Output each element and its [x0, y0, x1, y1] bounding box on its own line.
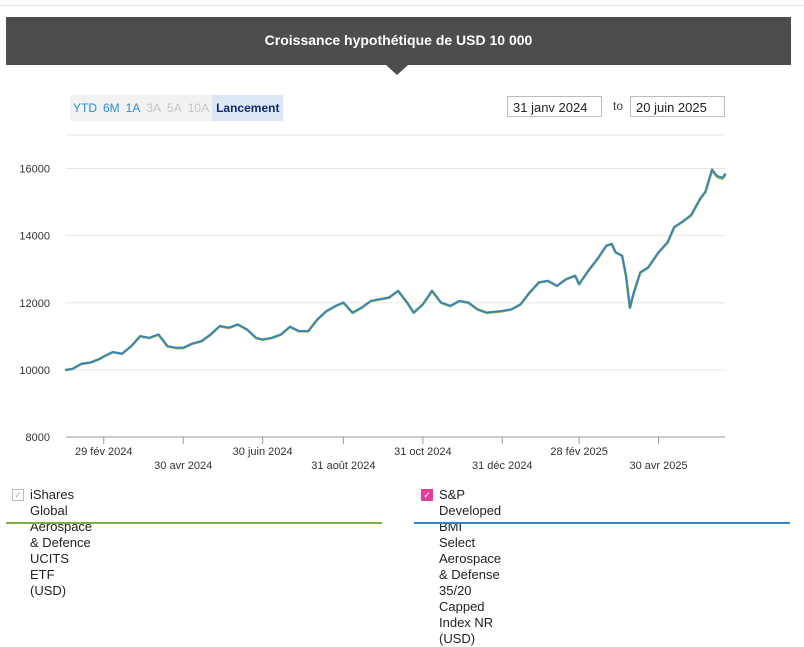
- legend-fund-label-line2: (USD): [30, 583, 67, 598]
- y-tick-label: 8000: [26, 432, 50, 444]
- x-tick-label: 31 oct 2024: [394, 446, 452, 458]
- y-tick-label: 12000: [19, 298, 50, 310]
- legend-fund-label-line1: iShares Global Aerospace & Defence UCITS…: [30, 487, 93, 582]
- chart-grid: [66, 134, 725, 371]
- x-tick-label: 31 déc 2024: [472, 460, 533, 472]
- y-axis-ticks: 8000 10000 12000 14000 16000: [19, 164, 50, 444]
- chart-title-banner: Croissance hypothétique de USD 10 000: [6, 17, 791, 65]
- legend-index-label-line1: S&P Developed BMI Select Aerospace & Def…: [439, 487, 502, 582]
- range-selector: YTD 6M 1A 3A 5A 10A Lancement: [70, 95, 284, 121]
- x-tick-label: 30 juin 2024: [233, 446, 293, 458]
- chart-series: [64, 168, 727, 372]
- x-tick-label: 28 fév 2025: [550, 446, 608, 458]
- range-10a-button[interactable]: 10A: [187, 101, 210, 115]
- x-tick-label: 30 avr 2024: [154, 460, 212, 472]
- start-date-input[interactable]: 31 janv 2024: [507, 96, 602, 117]
- range-ytd-button[interactable]: YTD: [73, 101, 97, 115]
- x-tick-label: 31 août 2024: [311, 460, 375, 472]
- growth-line-chart: 8000 10000 12000 14000 16000 29 fév 2024 30 a…: [19, 134, 727, 472]
- chart-title: Croissance hypothétique de USD 10 000: [264, 32, 533, 48]
- range-1a-button[interactable]: 1A: [125, 101, 141, 115]
- y-tick-label: 16000: [19, 164, 50, 176]
- top-divider: [0, 5, 804, 6]
- y-tick-label: 10000: [19, 365, 50, 377]
- range-5a-button[interactable]: 5A: [167, 101, 182, 115]
- x-tick-label: 30 avr 2025: [630, 460, 688, 472]
- legend-index-checkbox[interactable]: ✓: [421, 489, 433, 501]
- series-line-index: [65, 168, 726, 371]
- legend-fund-line: [6, 522, 382, 524]
- y-tick-label: 14000: [19, 231, 50, 243]
- x-axis: 29 fév 2024 30 avr 2024 30 juin 2024 31 aoû…: [66, 436, 725, 472]
- legend-index-label-line2: 35/20 Capped Index NR (USD): [439, 583, 494, 646]
- x-tick-label: 29 fév 2024: [75, 446, 133, 458]
- range-6m-button[interactable]: 6M: [103, 101, 120, 115]
- end-date-input[interactable]: 20 juin 2025: [630, 96, 725, 117]
- legend-fund-checkbox[interactable]: ✓: [12, 489, 24, 501]
- date-separator: to: [613, 99, 624, 113]
- banner-pointer-icon: [386, 65, 408, 75]
- range-3a-button[interactable]: 3A: [146, 101, 162, 115]
- legend-index-line: [414, 522, 790, 524]
- range-lancement-button[interactable]: Lancement: [212, 95, 284, 121]
- series-line-fund: [64, 168, 727, 372]
